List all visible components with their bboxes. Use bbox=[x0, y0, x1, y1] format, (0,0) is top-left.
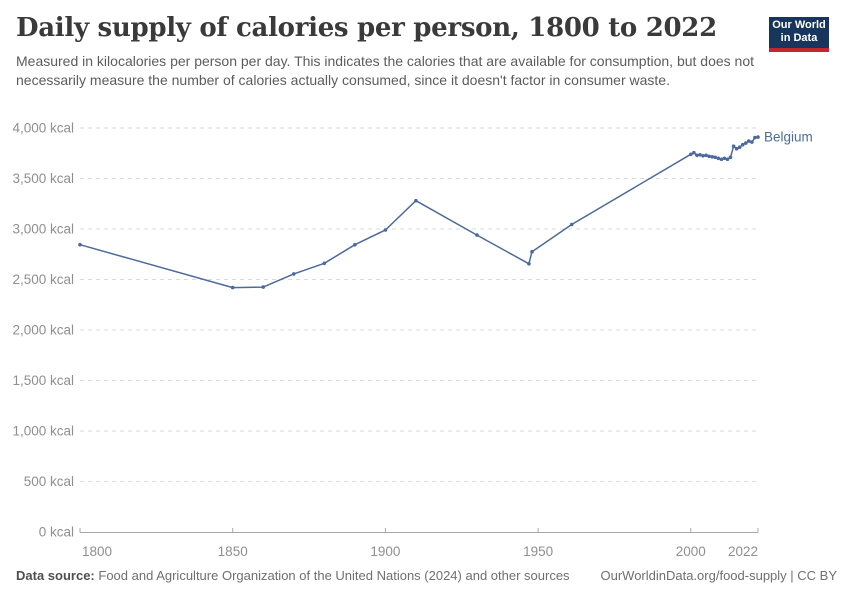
data-point[interactable] bbox=[740, 142, 745, 147]
data-point[interactable] bbox=[704, 153, 708, 158]
data-point[interactable] bbox=[725, 157, 730, 162]
data-point[interactable] bbox=[475, 233, 479, 237]
x-tick-label: 2022 bbox=[728, 544, 758, 559]
data-point[interactable] bbox=[383, 228, 388, 232]
owid-logo-line1: Our World bbox=[772, 19, 826, 31]
data-point[interactable] bbox=[530, 249, 534, 254]
y-tick-label: 2,000 kcal bbox=[12, 323, 74, 338]
credit-link: OurWorldinData.org/food-supply | CC BY bbox=[600, 568, 837, 583]
owid-logo[interactable]: Our World in Data bbox=[769, 17, 829, 52]
y-tick-label: 2,500 kcal bbox=[12, 272, 74, 287]
data-point[interactable] bbox=[695, 153, 699, 158]
data-point[interactable] bbox=[737, 145, 742, 149]
y-tick-label: 1,500 kcal bbox=[12, 373, 74, 388]
data-point[interactable] bbox=[692, 150, 696, 155]
x-tick-label: 2000 bbox=[676, 544, 706, 559]
data-point[interactable] bbox=[78, 242, 82, 247]
data-point[interactable] bbox=[744, 141, 748, 145]
data-point[interactable] bbox=[753, 135, 757, 140]
data-point[interactable] bbox=[747, 139, 751, 143]
data-point[interactable] bbox=[728, 155, 733, 160]
data-point[interactable] bbox=[322, 261, 327, 266]
data-point[interactable] bbox=[750, 140, 754, 144]
data-point[interactable] bbox=[261, 285, 266, 289]
y-tick-label: 4,000 kcal bbox=[12, 121, 74, 136]
data-point[interactable] bbox=[689, 152, 693, 157]
series-end-label: Belgium bbox=[764, 130, 813, 145]
data-point[interactable] bbox=[731, 144, 736, 148]
chart-subtitle: Measured in kilocalories per person per … bbox=[16, 53, 755, 89]
data-point[interactable] bbox=[707, 154, 711, 159]
data-point[interactable] bbox=[230, 285, 235, 290]
y-tick-label: 3,000 kcal bbox=[12, 222, 74, 237]
y-tick-label: 1,000 kcal bbox=[12, 424, 74, 439]
data-point[interactable] bbox=[701, 154, 705, 158]
data-source-label: Data source: bbox=[16, 568, 95, 583]
data-point[interactable] bbox=[719, 157, 724, 162]
x-tick-label: 1800 bbox=[82, 544, 112, 559]
data-source-text: Food and Agriculture Organization of the… bbox=[98, 568, 570, 583]
data-point[interactable] bbox=[716, 156, 721, 161]
y-tick-label: 3,500 kcal bbox=[12, 171, 74, 186]
x-tick-label: 1900 bbox=[370, 544, 400, 559]
data-point[interactable] bbox=[734, 146, 739, 151]
page-title: Daily supply of calories per person, 180… bbox=[16, 13, 717, 43]
data-point[interactable] bbox=[569, 222, 574, 227]
data-point[interactable] bbox=[713, 155, 717, 160]
data-point[interactable] bbox=[353, 242, 357, 247]
data-point[interactable] bbox=[756, 135, 760, 139]
y-tick-label: 0 kcal bbox=[39, 525, 74, 540]
owid-logo-line2: in Data bbox=[780, 32, 818, 44]
data-point[interactable] bbox=[698, 153, 702, 157]
data-point[interactable] bbox=[414, 198, 418, 203]
y-tick-label: 500 kcal bbox=[24, 474, 74, 489]
data-point[interactable] bbox=[292, 272, 296, 276]
x-tick-label: 1950 bbox=[523, 544, 553, 559]
data-point[interactable] bbox=[722, 156, 727, 161]
data-point[interactable] bbox=[527, 262, 531, 266]
chart-canvas[interactable]: 0 kcal 500 kcal 1,000 kcal 1,500 kcal 2,000 … bbox=[0, 115, 850, 565]
data-point[interactable] bbox=[710, 155, 714, 159]
x-tick-label: 1850 bbox=[218, 544, 248, 559]
data-source-note: Data source: Food and Agriculture Organi… bbox=[16, 568, 570, 583]
data-line[interactable] bbox=[79, 136, 759, 289]
